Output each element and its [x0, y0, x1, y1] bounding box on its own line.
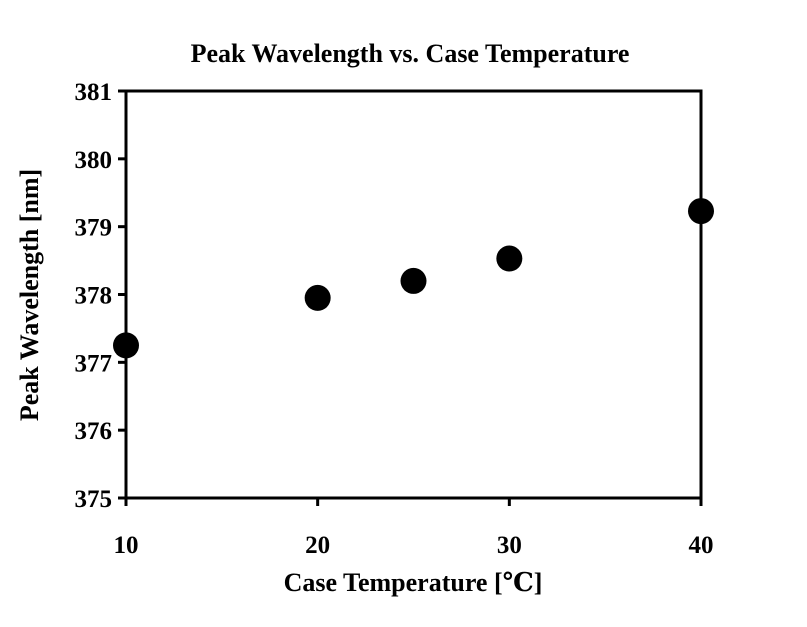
y-axis-label: Peak Wavelength [nm]	[15, 169, 44, 421]
data-points	[113, 198, 714, 359]
chart-title: Peak Wavelength vs. Case Temperature	[191, 39, 630, 68]
x-tick-label: 20	[305, 532, 330, 559]
data-point	[113, 332, 139, 359]
data-point	[400, 267, 427, 294]
y-tick-label: 379	[75, 215, 113, 242]
x-axis: 10 20 30 40	[114, 498, 714, 559]
x-tick-label: 40	[689, 532, 714, 559]
y-tick-label: 376	[75, 418, 113, 445]
x-axis-label: Case Temperature [℃]	[284, 568, 543, 597]
data-point	[304, 284, 331, 311]
y-axis: 375 376 377 378 379 380 381	[75, 79, 126, 513]
data-point	[688, 198, 714, 225]
plot-area-frame	[124, 89, 703, 500]
y-tick-label: 378	[75, 283, 113, 310]
y-tick-label: 375	[75, 486, 113, 513]
x-tick-label: 10	[114, 532, 139, 559]
y-tick-label: 377	[75, 350, 113, 377]
x-tick-label: 30	[497, 532, 522, 559]
data-point	[496, 245, 523, 272]
y-tick-label: 381	[75, 79, 113, 106]
y-tick-label: 380	[75, 147, 113, 174]
